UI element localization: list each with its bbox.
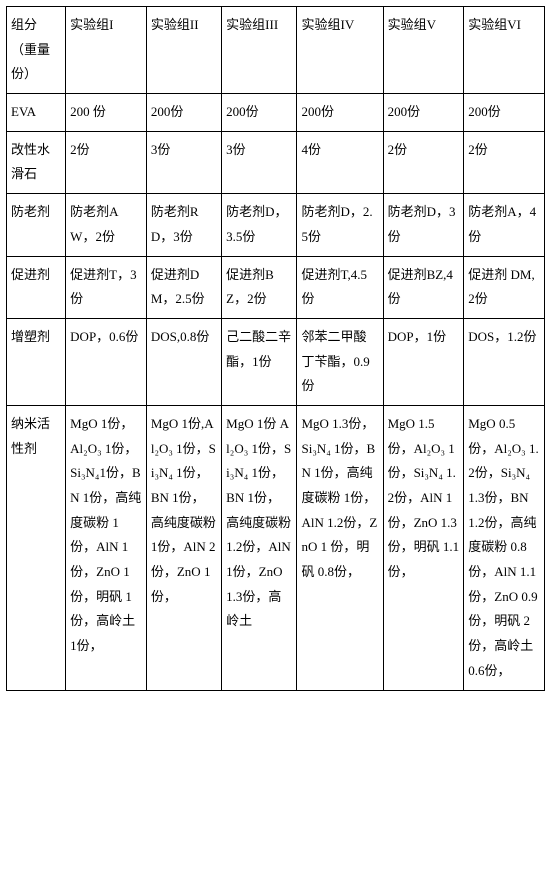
cell: 200 份 xyxy=(66,94,147,132)
cell: MgO 1份，Al₂O₃ 1份，Si₃N₄1份，BN 1份，高纯度碳粉 1份，A… xyxy=(66,405,147,690)
cell: 改性水滑石 xyxy=(7,131,66,193)
cell: 4份 xyxy=(297,131,383,193)
cell: DOP，0.6份 xyxy=(66,318,147,405)
cell-header: 实验组II xyxy=(146,7,221,94)
table-row: EVA 200 份 200份 200份 200份 200份 200份 xyxy=(7,94,545,132)
cell: MgO 1.5份，Al₂O₃ 1份，Si₃N₄ 1.2份，AlN 1份，ZnO … xyxy=(383,405,464,690)
cell-header: 实验组IV xyxy=(297,7,383,94)
cell: 促进剂 DM,2份 xyxy=(464,256,545,318)
cell: 防老剂D，3份 xyxy=(383,194,464,256)
cell: 2份 xyxy=(464,131,545,193)
cell: EVA xyxy=(7,94,66,132)
cell: 促进剂BZ，2份 xyxy=(222,256,297,318)
cell: 200份 xyxy=(383,94,464,132)
cell: 促进剂T,4.5份 xyxy=(297,256,383,318)
cell: 防老剂 xyxy=(7,194,66,256)
cell: 增塑剂 xyxy=(7,318,66,405)
cell: 邻苯二甲酸丁苄酯，0.9份 xyxy=(297,318,383,405)
table-row: 防老剂 防老剂AW，2份 防老剂RD，3份 防老剂D，3.5份 防老剂D，2.5… xyxy=(7,194,545,256)
cell-header: 实验组III xyxy=(222,7,297,94)
cell: 200份 xyxy=(222,94,297,132)
cell: DOS，1.2份 xyxy=(464,318,545,405)
cell: 己二酸二辛酯，1份 xyxy=(222,318,297,405)
experiment-table: 组分（重量份） 实验组I 实验组II 实验组III 实验组IV 实验组V 实验组… xyxy=(6,6,545,691)
cell: 3份 xyxy=(146,131,221,193)
cell: MgO 0.5份，Al₂O₃ 1.2份，Si₃N₄ 1.3份，BN 1.2份，高… xyxy=(464,405,545,690)
cell-header: 组分（重量份） xyxy=(7,7,66,94)
table-row: 组分（重量份） 实验组I 实验组II 实验组III 实验组IV 实验组V 实验组… xyxy=(7,7,545,94)
cell: 防老剂RD，3份 xyxy=(146,194,221,256)
cell: 促进剂 xyxy=(7,256,66,318)
table-row: 改性水滑石 2份 3份 3份 4份 2份 2份 xyxy=(7,131,545,193)
cell: 防老剂AW，2份 xyxy=(66,194,147,256)
cell: DOS,0.8份 xyxy=(146,318,221,405)
cell: MgO 1份,Al₂O₃ 1份，Si₃N₄ 1份，BN 1份，高纯度碳粉 1份，… xyxy=(146,405,221,690)
cell: 200份 xyxy=(146,94,221,132)
cell: 防老剂A，4份 xyxy=(464,194,545,256)
cell: 防老剂D，3.5份 xyxy=(222,194,297,256)
table-row: 增塑剂 DOP，0.6份 DOS,0.8份 己二酸二辛酯，1份 邻苯二甲酸丁苄酯… xyxy=(7,318,545,405)
table-row: 促进剂 促进剂T，3份 促进剂DM，2.5份 促进剂BZ，2份 促进剂T,4.5… xyxy=(7,256,545,318)
cell: 200份 xyxy=(297,94,383,132)
cell: 3份 xyxy=(222,131,297,193)
cell: 防老剂D，2.5份 xyxy=(297,194,383,256)
cell-header: 实验组VI xyxy=(464,7,545,94)
cell: 纳米活性剂 xyxy=(7,405,66,690)
cell: 促进剂BZ,4份 xyxy=(383,256,464,318)
cell: MgO 1.3份，Si₃N₄ 1份，BN 1份，高纯度碳粉 1份，AlN 1.2… xyxy=(297,405,383,690)
cell: 促进剂DM，2.5份 xyxy=(146,256,221,318)
cell: 促进剂T，3份 xyxy=(66,256,147,318)
cell-header: 实验组I xyxy=(66,7,147,94)
cell: DOP，1份 xyxy=(383,318,464,405)
table-body: 组分（重量份） 实验组I 实验组II 实验组III 实验组IV 实验组V 实验组… xyxy=(7,7,545,691)
cell: MgO 1份 Al₂O₃ 1份，Si₃N₄ 1份，BN 1份，高纯度碳粉1.2份… xyxy=(222,405,297,690)
cell-header: 实验组V xyxy=(383,7,464,94)
cell: 200份 xyxy=(464,94,545,132)
table-row: 纳米活性剂 MgO 1份，Al₂O₃ 1份，Si₃N₄1份，BN 1份，高纯度碳… xyxy=(7,405,545,690)
cell: 2份 xyxy=(383,131,464,193)
cell: 2份 xyxy=(66,131,147,193)
